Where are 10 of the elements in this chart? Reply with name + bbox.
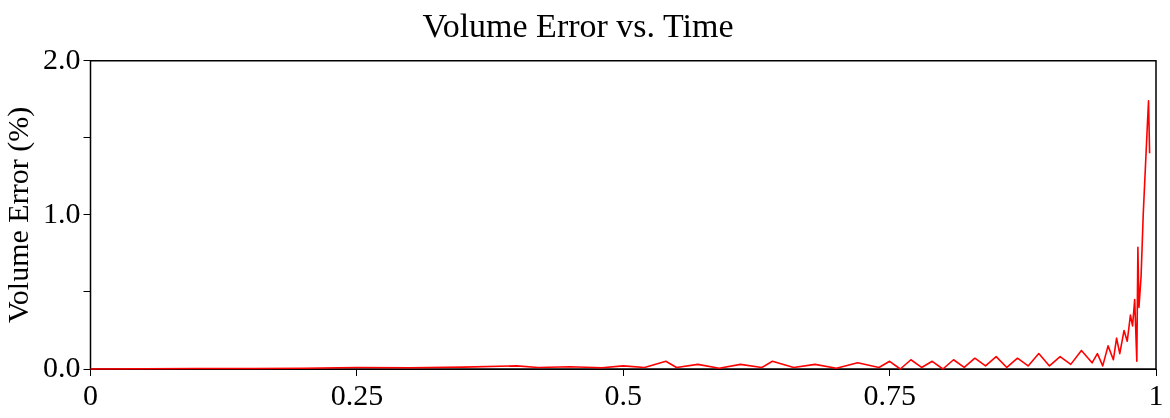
x-tick-label: 1 [1148,377,1164,411]
y-tick-label: 0.0 [43,349,81,383]
x-tick-label: 0 [83,377,98,411]
x-tick-label: 0.25 [330,377,384,411]
x-tick-label: 0.75 [863,377,916,411]
y-axis-title: Volume Error (%) [0,106,35,323]
y-tick-label: 2.0 [43,41,81,75]
x-tick-label: 0.5 [604,377,642,411]
chart-title: Volume Error vs. Time [422,7,734,45]
y-tick-label: 1.0 [43,195,81,229]
